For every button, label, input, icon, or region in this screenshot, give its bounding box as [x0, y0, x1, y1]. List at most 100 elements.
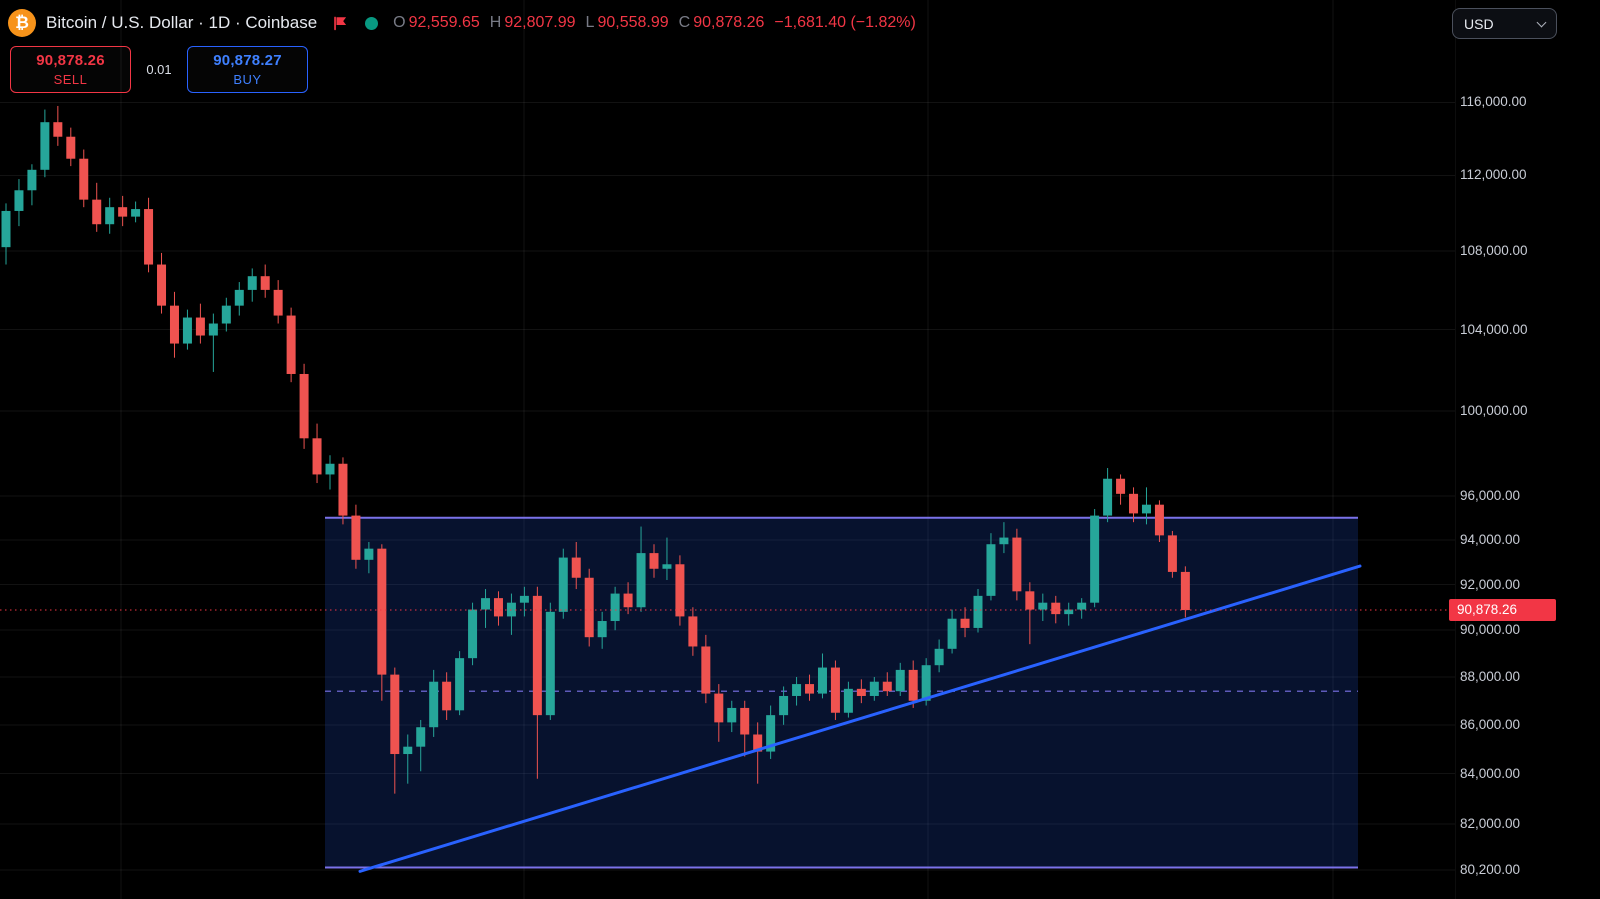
candle — [532, 586, 542, 779]
channel-box[interactable] — [325, 517, 1358, 868]
candle — [947, 609, 957, 654]
candle — [1038, 593, 1048, 622]
candle — [649, 544, 659, 578]
trade-panel: 90,878.26 SELL 0.01 90,878.27 BUY — [10, 46, 308, 93]
high-label: H — [489, 14, 502, 31]
candle — [675, 555, 685, 626]
candle-body — [1025, 591, 1035, 610]
candle-body — [714, 693, 724, 723]
candle-body — [442, 681, 452, 711]
candle-body — [662, 564, 672, 569]
candle-body — [312, 438, 322, 475]
candle — [688, 607, 698, 656]
candle — [1180, 566, 1190, 618]
candle — [118, 195, 128, 227]
buy-price: 90,878.27 — [213, 52, 282, 69]
candle — [40, 109, 50, 178]
buy-button[interactable]: 90,878.27 BUY — [187, 46, 308, 93]
candle — [610, 586, 620, 631]
candle-body — [221, 305, 231, 324]
market-status-icon[interactable] — [365, 16, 379, 30]
candle — [221, 297, 231, 332]
price-axis-label: 96,000.00 — [1460, 488, 1521, 503]
candle-body — [973, 595, 983, 628]
candle-body — [131, 209, 141, 217]
trendline[interactable] — [358, 564, 1362, 873]
candle — [830, 660, 840, 720]
candle-body — [92, 199, 102, 225]
chevron-down-icon — [1536, 17, 1547, 27]
candle — [766, 705, 776, 759]
flag-icon[interactable] — [331, 14, 350, 33]
low-label: L — [585, 14, 595, 31]
candle — [740, 700, 750, 757]
candle-body — [195, 317, 205, 336]
candle-body — [455, 658, 465, 711]
candle-body — [66, 136, 76, 159]
spread-value: 0.01 — [146, 62, 172, 77]
candle — [636, 526, 646, 612]
candle-body — [27, 169, 37, 191]
candle — [273, 280, 283, 324]
price-axis-label: 84,000.00 — [1460, 765, 1521, 781]
candle-body — [1077, 602, 1087, 610]
candle-body — [584, 577, 594, 638]
candle-body — [493, 598, 503, 617]
candle — [753, 722, 763, 784]
candle-body — [869, 681, 879, 696]
candle — [960, 607, 970, 638]
currency-dropdown[interactable]: USD — [1452, 8, 1557, 39]
candle — [817, 653, 827, 699]
candle-body — [934, 648, 944, 666]
candle-body — [1038, 602, 1048, 610]
candle-body — [519, 595, 529, 603]
candle-body — [364, 548, 374, 560]
candle-body — [610, 593, 620, 622]
candle-body — [1180, 571, 1190, 611]
candle-body — [273, 289, 283, 316]
candle — [131, 201, 141, 223]
candle-body — [856, 688, 866, 696]
price-axis-label: 90,000.00 — [1460, 622, 1521, 638]
price-axis-label: 88,000.00 — [1460, 668, 1521, 684]
high-pair: H 92,807.99 — [490, 14, 576, 32]
candle — [1090, 509, 1100, 608]
candle-body — [481, 598, 491, 610]
candle — [286, 307, 296, 383]
candle-body — [597, 621, 607, 638]
candle-body — [208, 323, 218, 336]
symbol-title[interactable]: Bitcoin / U.S. Dollar · 1D · Coinbase — [46, 13, 318, 32]
candle-body — [1, 210, 11, 248]
price-axis-label: 92,000.00 — [1460, 576, 1521, 592]
low-pair: L 90,558.99 — [586, 14, 669, 32]
change-value: −1,681.40 (−1.82%) — [774, 14, 916, 31]
candle — [260, 264, 270, 298]
candle-body — [325, 463, 335, 475]
candle — [144, 197, 154, 273]
candle-body — [144, 209, 154, 265]
bitcoin-logo-icon: ₿ — [8, 9, 36, 37]
sell-button[interactable]: 90,878.26 SELL — [10, 46, 131, 93]
sell-price: 90,878.26 — [36, 52, 105, 69]
candle — [429, 669, 439, 737]
candle-body — [999, 537, 1009, 545]
price-axis-label: 94,000.00 — [1460, 531, 1521, 547]
candle — [208, 313, 218, 372]
candle-body — [986, 544, 996, 596]
candle — [792, 676, 802, 706]
current-price-value: 90,878.26 — [1457, 602, 1518, 618]
candle-body — [53, 122, 63, 137]
candle — [481, 589, 491, 628]
candle — [869, 676, 879, 701]
ohlc-values: O 92,559.65 H 92,807.99 L 90,558.99 C 90… — [393, 14, 916, 32]
candle-body — [429, 681, 439, 728]
candle — [973, 589, 983, 633]
candle-body — [636, 553, 646, 608]
candle-body — [675, 564, 685, 617]
candle — [1103, 468, 1113, 523]
candle-body — [623, 593, 633, 608]
candle-body — [351, 515, 361, 560]
price-axis[interactable]: 90,878.26 116,000.00 112,000.00 108,000.00… — [1449, 0, 1600, 899]
candle — [597, 611, 607, 649]
candlestick-chart[interactable] — [0, 0, 1455, 899]
